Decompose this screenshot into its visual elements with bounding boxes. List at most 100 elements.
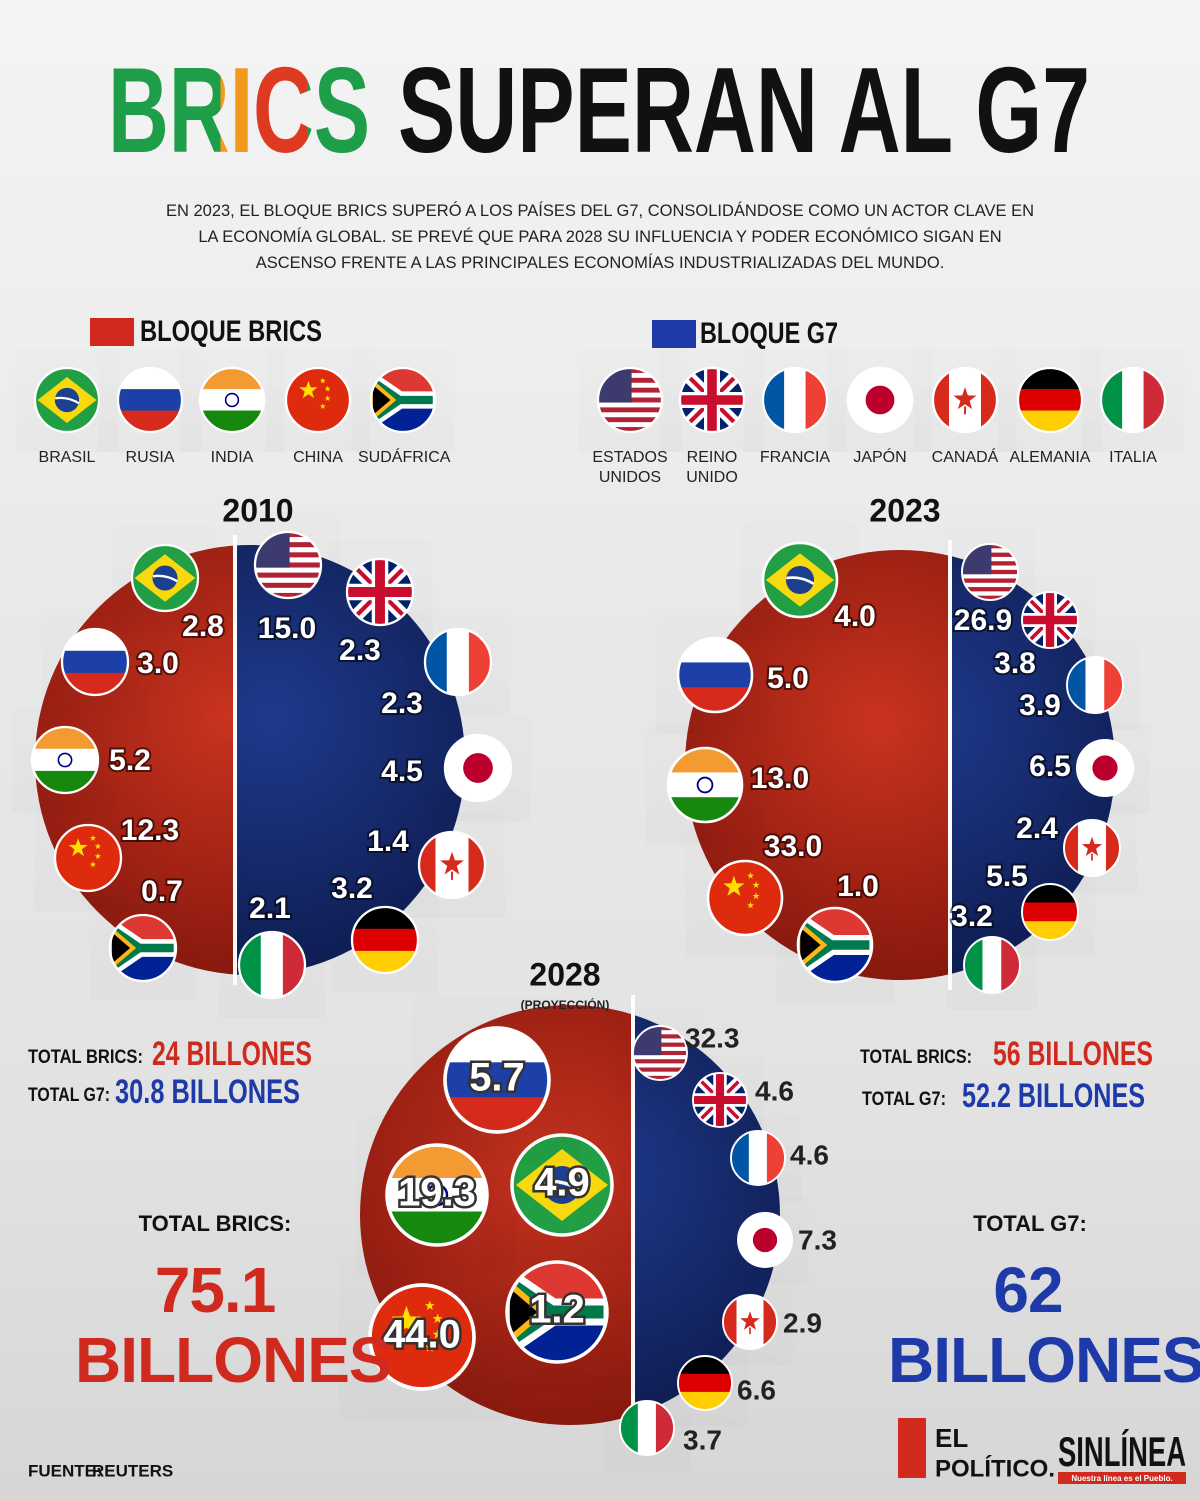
flag bbox=[505, 1260, 609, 1364]
flag-ring bbox=[345, 557, 415, 627]
flag-body bbox=[286, 368, 350, 432]
flag-part bbox=[446, 629, 470, 695]
flag-body bbox=[55, 825, 121, 891]
total-label: TOTAL BRICS: bbox=[860, 1047, 972, 1068]
total-label: TOTAL G7: bbox=[28, 1085, 110, 1106]
flag-ring bbox=[130, 543, 200, 613]
flag-ring bbox=[253, 530, 323, 600]
flag bbox=[284, 366, 352, 434]
legend-swatch bbox=[90, 318, 134, 346]
logo-band bbox=[1058, 1472, 1186, 1484]
flag-part bbox=[668, 772, 742, 798]
flag bbox=[417, 830, 487, 900]
g7-value: 2.1 bbox=[249, 892, 291, 925]
flag-ring bbox=[706, 859, 784, 937]
flag-part bbox=[953, 387, 977, 410]
flag bbox=[1021, 591, 1079, 649]
flag-ring bbox=[761, 366, 829, 434]
flag-part bbox=[319, 377, 326, 384]
country-name: ESTADOS UNIDOS bbox=[592, 449, 668, 486]
country-name: CHINA bbox=[293, 449, 343, 466]
logo-text: EL bbox=[935, 1423, 968, 1453]
flag bbox=[1016, 366, 1084, 434]
country-name: BRASIL bbox=[38, 449, 96, 466]
flag-part bbox=[1122, 368, 1144, 432]
legend-swatch bbox=[652, 320, 696, 348]
flag-part bbox=[89, 861, 97, 868]
flag-part bbox=[798, 908, 872, 982]
flag-part bbox=[152, 565, 178, 591]
flag bbox=[796, 906, 874, 984]
flag-part bbox=[693, 1073, 747, 1127]
flag-part bbox=[962, 544, 992, 575]
flag-ring bbox=[963, 936, 1021, 994]
g7-value: 3.2 bbox=[331, 872, 373, 905]
flag-part bbox=[424, 1342, 435, 1352]
flag-ring bbox=[369, 366, 437, 434]
flag-part bbox=[678, 662, 752, 688]
flag-ring bbox=[692, 1072, 748, 1128]
flag-part bbox=[1091, 853, 1093, 861]
flag-part bbox=[633, 1075, 687, 1080]
flag-ring bbox=[632, 1025, 688, 1081]
flag-body bbox=[680, 368, 744, 432]
flag-part bbox=[445, 1062, 549, 1098]
flag-part bbox=[598, 407, 662, 413]
flag-part bbox=[633, 1071, 687, 1077]
flag-part bbox=[255, 567, 321, 573]
flag-part bbox=[1092, 755, 1118, 781]
brics-value: 1.0 bbox=[837, 870, 879, 903]
flag bbox=[722, 1294, 778, 1350]
panel-year: 2010 bbox=[222, 492, 293, 528]
country-name: REINO UNIDO bbox=[686, 449, 738, 486]
flag-ring bbox=[1063, 819, 1121, 877]
flag-part bbox=[680, 368, 744, 432]
flag-part bbox=[752, 892, 760, 900]
flag-ring bbox=[846, 366, 914, 434]
flag-ring bbox=[931, 366, 999, 434]
flag-part bbox=[749, 1327, 751, 1335]
flag-part bbox=[1018, 389, 1082, 411]
flag-part bbox=[786, 576, 815, 585]
country-name: ALEMANIA bbox=[1009, 449, 1091, 466]
title-brics: BRICS bbox=[108, 42, 370, 178]
legend-label: BLOQUE G7 bbox=[700, 317, 838, 350]
flag-part bbox=[94, 843, 102, 850]
g7-value: 15.0 bbox=[258, 612, 316, 645]
g7-value: 7.3 bbox=[798, 1224, 837, 1255]
flag-part bbox=[507, 1275, 547, 1349]
flag-part bbox=[543, 1179, 582, 1192]
logo-mark bbox=[898, 1418, 926, 1478]
flag-body bbox=[132, 545, 198, 611]
logo-text: POLÍTICO. bbox=[935, 1454, 1055, 1482]
flag-body bbox=[255, 532, 321, 598]
flag-body bbox=[1022, 592, 1078, 648]
flag-ring bbox=[368, 1283, 476, 1391]
flag-ring bbox=[1016, 366, 1084, 434]
flag-ring bbox=[666, 746, 744, 824]
flag-ring bbox=[510, 1133, 614, 1237]
flag-part bbox=[89, 834, 97, 841]
flag bbox=[253, 530, 323, 600]
flag-part bbox=[865, 385, 895, 415]
flag-part bbox=[299, 380, 318, 399]
total-label: TOTAL BRICS: bbox=[28, 1047, 143, 1068]
flag bbox=[761, 366, 829, 434]
flag-part bbox=[463, 753, 493, 783]
flag-ring bbox=[30, 725, 100, 795]
flag-ring bbox=[678, 366, 746, 434]
g7-value: 2.4 bbox=[1016, 812, 1058, 845]
g7-value: 2.9 bbox=[783, 1307, 822, 1338]
flag-part bbox=[1022, 592, 1078, 648]
flag-part bbox=[255, 582, 321, 589]
brics-value: 2.8 bbox=[182, 610, 224, 643]
g7-value: 32.3 bbox=[685, 1022, 740, 1053]
flag bbox=[963, 936, 1021, 994]
flag-part bbox=[507, 1262, 607, 1362]
subtitle: EN 2023, EL BLOQUE BRICS SUPERÓ A LOS PA… bbox=[165, 202, 1035, 272]
flag-part bbox=[1085, 657, 1105, 713]
flag bbox=[761, 541, 839, 619]
g7-value: 4.6 bbox=[755, 1075, 794, 1106]
flag bbox=[692, 1072, 748, 1128]
g7-value: 6.6 bbox=[737, 1374, 776, 1405]
